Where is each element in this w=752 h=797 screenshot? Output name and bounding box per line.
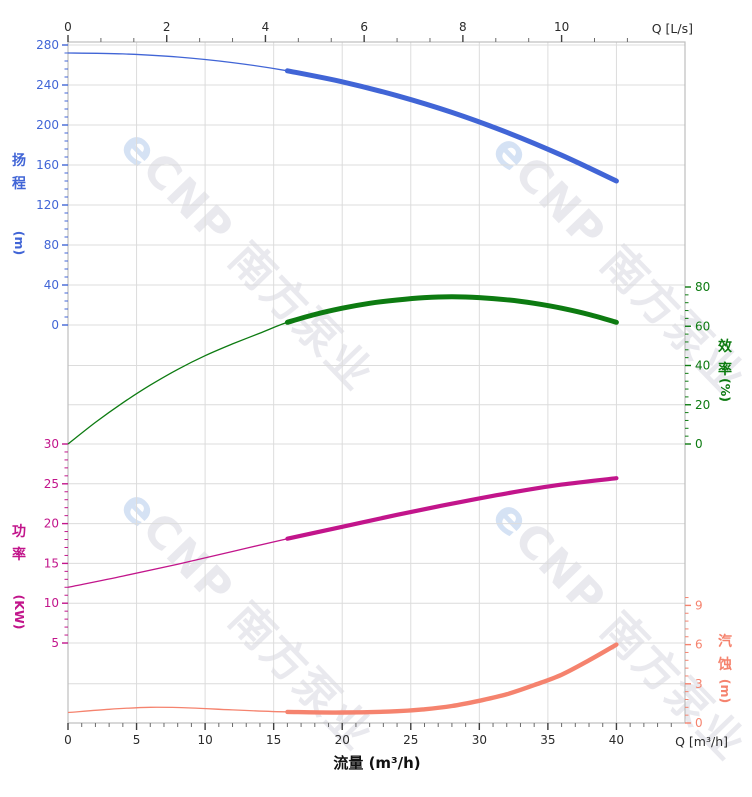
npsh-title-char-0: 汽 [718,633,732,650]
tick-label-bottom-15: 15 [266,733,281,747]
power-title-unit: (KW) [12,595,27,630]
tick-label-head-0: 0 [51,318,59,332]
plot-border [67,41,686,724]
npsh-axis-title: 汽蚀 (m) [717,633,733,703]
tick-label-head-280: 280 [36,38,59,52]
tick-label-head-160: 160 [36,158,59,172]
power-title-char-1: 率 [12,546,26,563]
tick-label-power-15: 15 [44,556,59,570]
tick-label-power-30: 30 [44,437,59,451]
top-axis-unit: Q [L/s] [652,21,693,36]
bottom-axis: 0 5 10 15 20 25 30 35 40 Q [m³/h] 流量 (m³/h) [64,723,728,772]
tick-label-head-120: 120 [36,198,59,212]
tick-label-head-80: 80 [44,238,59,252]
npsh-title-unit: (m) [718,679,733,703]
npsh-title-char-1: 蚀 [717,656,732,673]
tick-label-efficiency-60: 60 [695,319,710,333]
tick-label-efficiency-0: 0 [695,437,703,451]
head-axis-title: 扬程 (m) [12,152,27,255]
tick-label-bottom-25: 25 [403,733,418,747]
tick-label-head-40: 40 [44,278,59,292]
tick-label-bottom-5: 5 [133,733,141,747]
tick-label-head-200: 200 [36,118,59,132]
tick-label-npsh-6: 6 [695,638,703,652]
tick-label-top-6: 6 [360,20,368,34]
tick-label-bottom-40: 40 [609,733,624,747]
npsh-curve-bold [285,642,619,715]
efficiency-title-unit: (%) [718,378,733,402]
brand-watermark: eCNP 南方泵业 [482,124,752,404]
x-axis-label: 流量 (m³/h) [333,754,420,772]
head-title-char-0: 扬 [12,152,26,169]
efficiency-title-char-0: 效 [718,338,733,355]
top-axis: 0 2 4 6 8 10 Q [L/s] [64,20,693,42]
head-axis: 280 240 200 160 120 80 40 0 [36,38,68,332]
bottom-axis-unit: Q [m³/h] [675,734,728,749]
tick-label-efficiency-20: 20 [695,398,710,412]
npsh-axis: 9 6 3 0 [685,597,703,730]
power-axis: 30 25 20 15 10 5 [44,437,68,650]
tick-label-bottom-35: 35 [540,733,555,747]
efficiency-axis: 80 60 40 20 0 [685,280,710,451]
tick-label-power-5: 5 [51,636,59,650]
tick-label-npsh-9: 9 [695,598,703,612]
power-title-char-0: 功 [12,524,26,540]
tick-label-top-0: 0 [64,20,72,34]
tick-label-bottom-20: 20 [335,733,350,747]
head-title-char-1: 程 [12,176,26,192]
tick-label-bottom-0: 0 [64,733,72,747]
power-curve-bold [285,476,619,541]
tick-label-bottom-10: 10 [197,733,212,747]
tick-label-power-25: 25 [44,477,59,491]
tick-label-top-2: 2 [163,20,171,34]
efficiency-title-char-1: 率 [718,361,732,378]
efficiency-curve-bold [284,294,619,325]
tick-label-power-10: 10 [44,596,59,610]
head-curve-bold [284,68,619,184]
tick-label-bottom-30: 30 [472,733,487,747]
tick-label-top-10: 10 [554,20,569,34]
power-axis-title: 功率 (KW) [12,524,27,629]
tick-label-npsh-3: 3 [695,677,703,691]
tick-label-power-20: 20 [44,517,59,531]
tick-label-top-8: 8 [459,20,467,34]
head-title-unit: (m) [12,231,27,255]
efficiency-axis-title: 效率(%) [718,338,733,402]
tick-label-efficiency-80: 80 [695,280,710,294]
tick-label-head-240: 240 [36,78,59,92]
tick-label-efficiency-40: 40 [695,359,710,373]
tick-label-top-4: 4 [262,20,270,34]
tick-label-npsh-0: 0 [695,716,703,730]
